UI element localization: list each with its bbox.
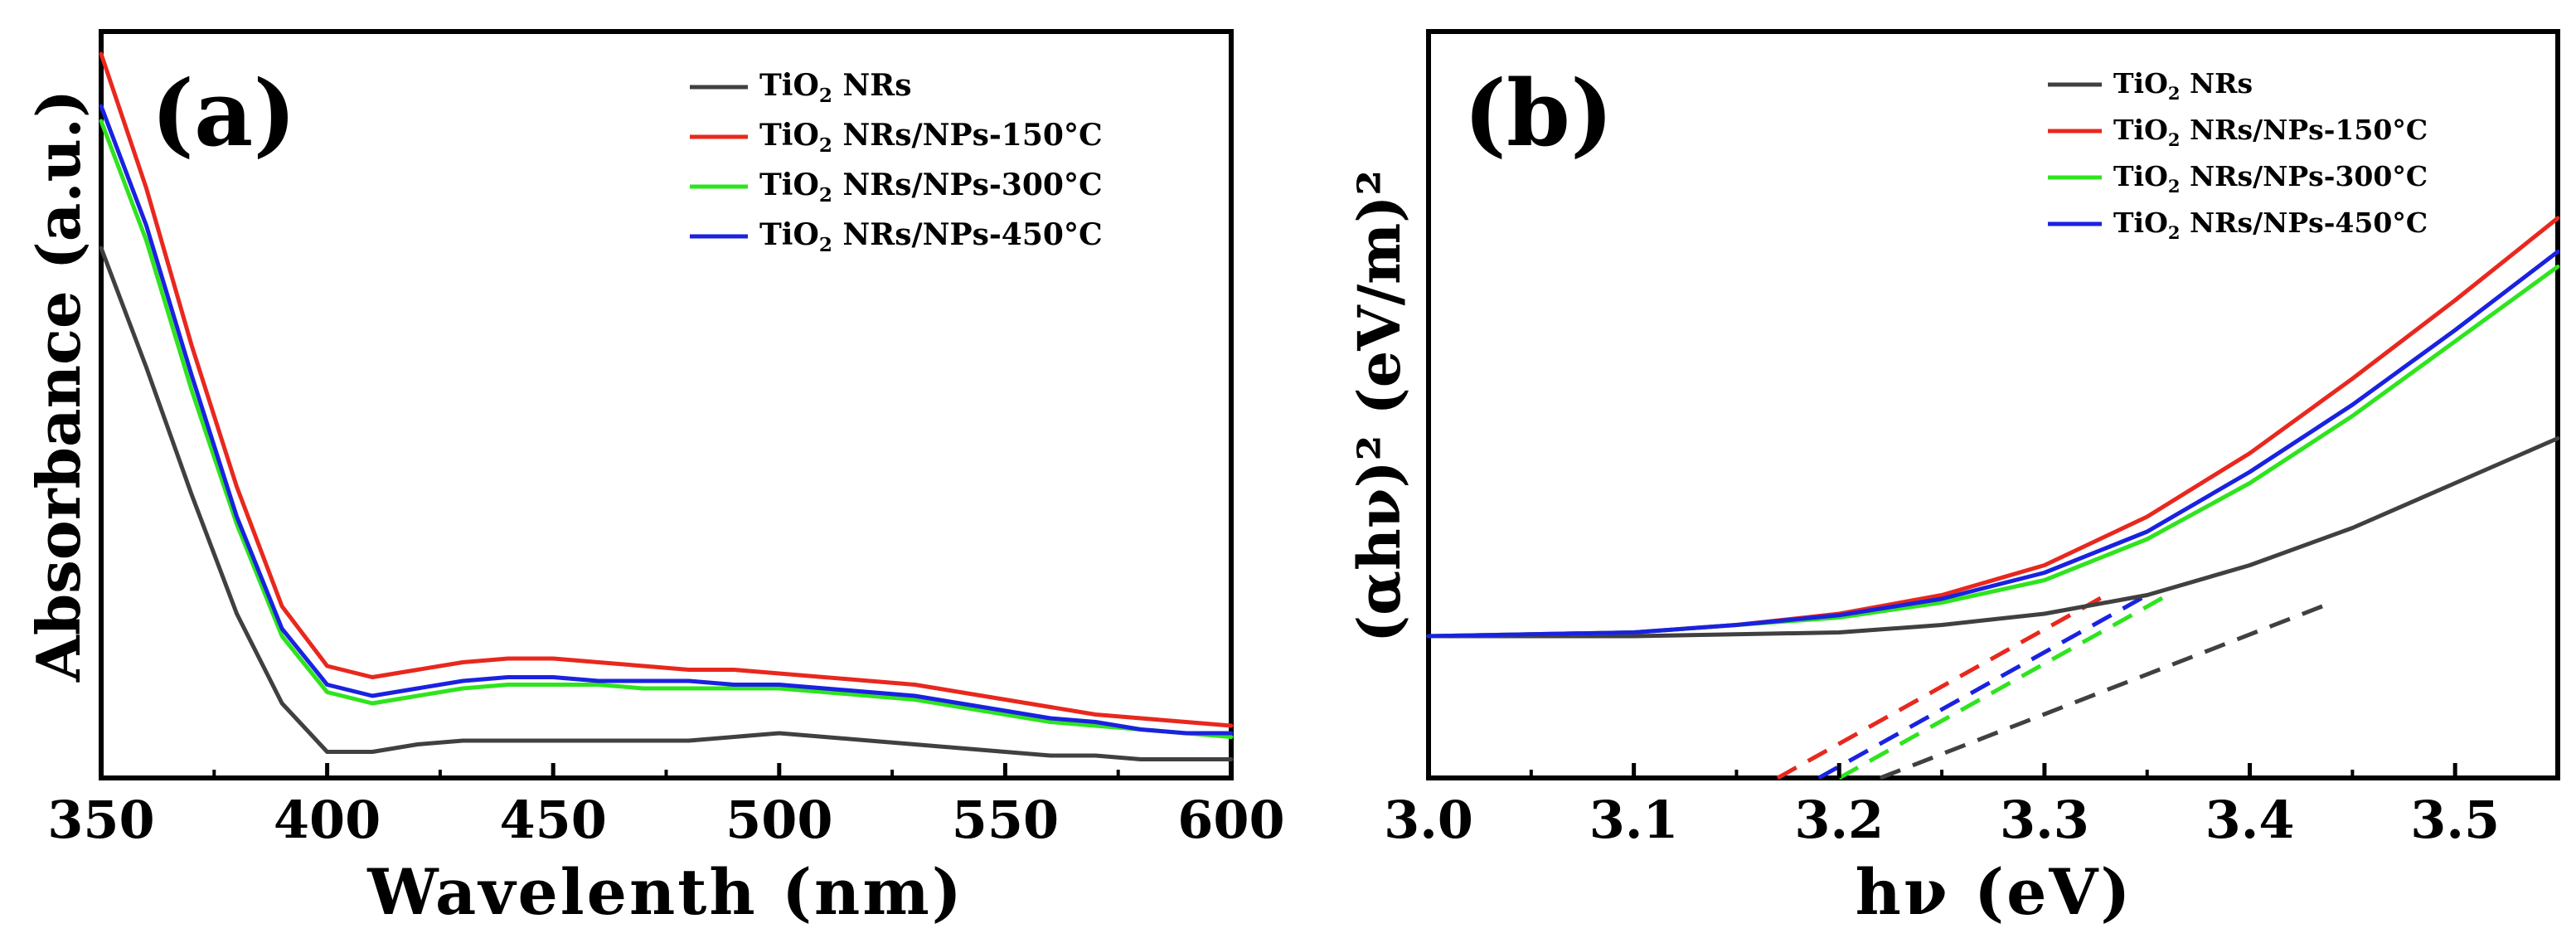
- panel-b: 3.0 3.1 3.2 3.3 3.4 3.5 TiO2 NRs TiO2 NRs/NPs-…: [1345, 29, 2560, 929]
- panel-a-x-tick-label-4: 550: [952, 790, 1059, 850]
- panel-a-legend-label-3: TiO2 NRs/NPs-450°C: [759, 217, 1103, 256]
- panel-a-legend-label-1: TiO2 NRs/NPs-150°C: [759, 118, 1103, 157]
- panel-b-x-ticks: 3.0 3.1 3.2 3.3 3.4 3.5: [1384, 763, 2500, 850]
- panel-a-legend-label-2: TiO2 NRs/NPs-300°C: [759, 168, 1103, 207]
- panel-a-x-axis-label: Wavelenth (nm): [366, 855, 963, 929]
- panel-a-x-tick-label-5: 600: [1177, 790, 1284, 850]
- panel-a-x-tick-label-0: 350: [47, 790, 154, 850]
- panel-a-series: [99, 51, 1234, 761]
- panel-a-x-tick-label-3: 500: [725, 790, 832, 850]
- panel-a-series-line-2: [99, 119, 1234, 739]
- panel-b-label: (b): [1463, 60, 1613, 167]
- panel-b-series-line-0: [1426, 436, 2560, 639]
- panel-b-tangent-line-0: [1879, 600, 2333, 780]
- panel-a: 350 400 450 500 550 600 TiO2 NRs TiO2 NRs/NPs-…: [23, 29, 1285, 929]
- panel-b-frame: [1426, 29, 2560, 780]
- panel-b-x-tick-label-2: 3.2: [1794, 790, 1884, 850]
- panel-b-tangent-line-3: [1817, 593, 2148, 780]
- panel-b-tangent-line-2: [1838, 593, 2169, 780]
- panel-b-x-tick-label-0: 3.0: [1384, 790, 1473, 850]
- panel-b-x-tick-label-5: 3.5: [2410, 790, 2500, 850]
- panel-a-legend-label-0: TiO2 NRs: [759, 68, 911, 107]
- panel-b-x-tick-label-4: 3.4: [2205, 790, 2295, 850]
- panel-a-label: (a): [151, 60, 296, 167]
- panel-b-x-axis-label: hν (eV): [1856, 855, 2133, 929]
- panel-b-legend-label-0: TiO2 NRs: [2113, 67, 2253, 104]
- panel-a-x-ticks: 350 400 450 500 550 600: [47, 763, 1285, 850]
- panel-b-legend-label-1: TiO2 NRs/NPs-150°C: [2113, 114, 2428, 150]
- panel-b-series-line-3: [1426, 250, 2560, 639]
- panel-a-y-axis-label: Absorbance (a.u.): [23, 90, 94, 683]
- panel-a-series-line-1: [99, 51, 1234, 728]
- panel-a-x-tick-label-2: 450: [499, 790, 606, 850]
- panel-b-x-tick-label-1: 3.1: [1589, 790, 1679, 850]
- panel-a-series-line-0: [99, 246, 1234, 761]
- panel-b-y-axis-label: (αhν)² (eV/m)²: [1345, 170, 1414, 643]
- panel-b-tangent-lines: [1776, 593, 2333, 780]
- panel-a-x-tick-label-1: 400: [274, 790, 381, 850]
- panel-a-legend: TiO2 NRs TiO2 NRs/NPs-150°C TiO2 NRs/NPs-3…: [690, 68, 1103, 256]
- panel-b-series: [1426, 216, 2560, 639]
- panel-b-tangent-line-1: [1776, 593, 2108, 780]
- panel-b-legend-label-3: TiO2 NRs/NPs-450°C: [2113, 207, 2428, 243]
- panel-b-legend-label-2: TiO2 NRs/NPs-300°C: [2113, 160, 2428, 197]
- panel-b-x-tick-label-3: 3.3: [2000, 790, 2089, 850]
- panel-b-legend: TiO2 NRs TiO2 NRs/NPs-150°C TiO2 NRs/NPs-3…: [2048, 67, 2428, 243]
- panel-a-series-line-3: [99, 104, 1234, 736]
- panel-b-series-line-1: [1426, 216, 2560, 639]
